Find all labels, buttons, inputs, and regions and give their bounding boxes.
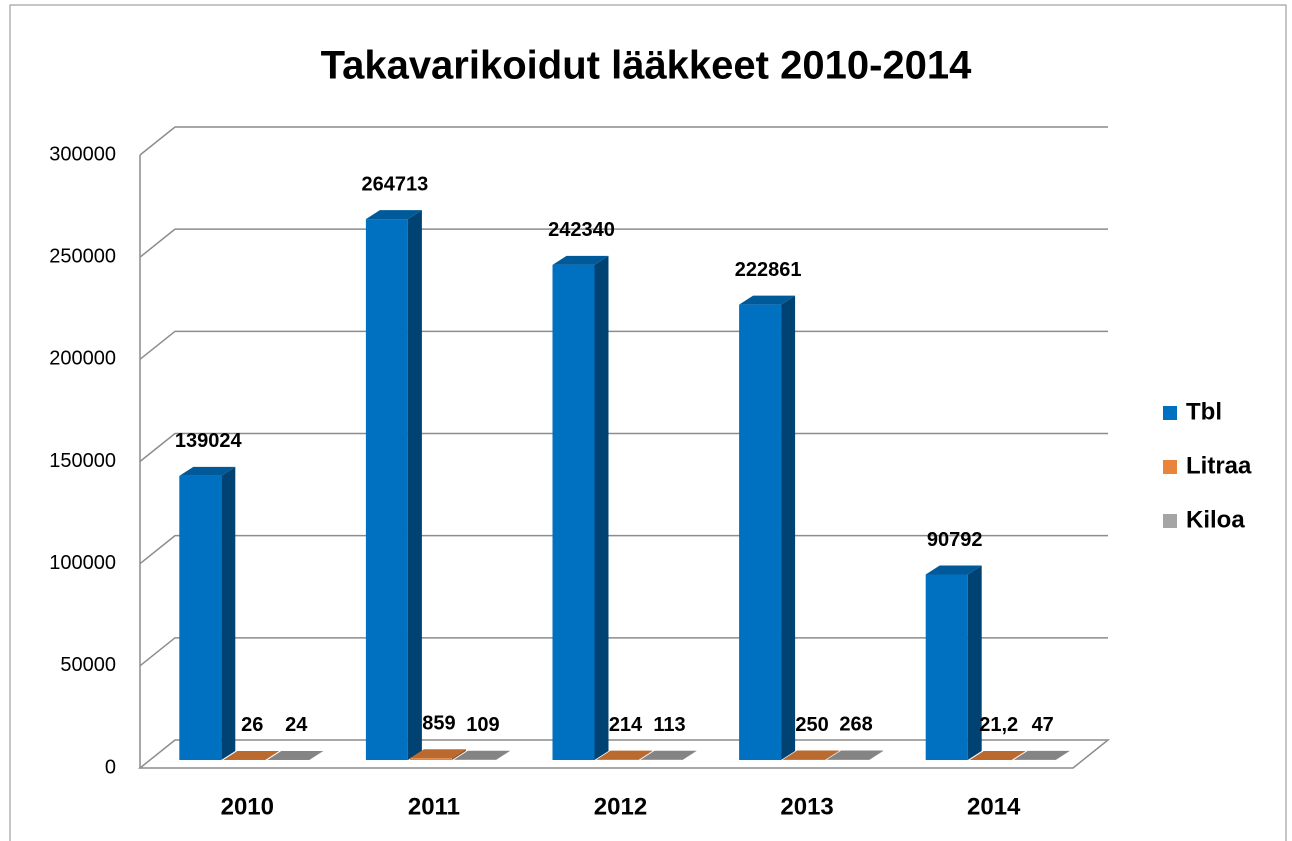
bar xyxy=(783,750,840,760)
bar xyxy=(925,565,982,760)
bar xyxy=(1013,750,1070,760)
bar-top xyxy=(925,565,982,575)
y-tick-label: 150000 xyxy=(49,450,116,472)
bar-side xyxy=(682,750,697,760)
data-label: 250 xyxy=(795,714,828,736)
bar-top xyxy=(179,466,236,476)
bar-top xyxy=(267,750,324,760)
data-label: 264713 xyxy=(362,173,429,195)
bar-front xyxy=(925,574,968,760)
bar xyxy=(640,750,697,760)
data-label: 222861 xyxy=(735,259,802,281)
data-label: 24 xyxy=(285,714,308,736)
y-tick-label: 200000 xyxy=(49,348,116,370)
legend-swatch xyxy=(1163,514,1177,528)
bar-top xyxy=(1013,750,1070,760)
bar-side xyxy=(1055,750,1070,760)
chart-title: Takavarikoidut lääkkeet 2010-2014 xyxy=(321,44,973,88)
bar xyxy=(179,466,236,760)
bar-top xyxy=(827,750,884,760)
bar-side xyxy=(265,750,280,760)
bar xyxy=(552,255,609,760)
data-label: 139024 xyxy=(175,430,243,452)
bar xyxy=(365,210,422,761)
legend-label: Litraa xyxy=(1186,452,1252,479)
legend-swatch xyxy=(1163,460,1177,474)
legend-label: Kiloa xyxy=(1186,506,1245,533)
x-tick-label: 2014 xyxy=(967,793,1021,820)
bar-side xyxy=(451,749,466,760)
data-label: 214 xyxy=(609,714,643,736)
data-label: 109 xyxy=(466,714,499,736)
bar xyxy=(223,750,280,760)
bar-front xyxy=(365,219,408,761)
bar-front xyxy=(409,758,452,760)
bar xyxy=(267,750,324,760)
x-tick-label: 2011 xyxy=(408,793,460,820)
x-tick-label: 2013 xyxy=(780,793,833,820)
grid-line xyxy=(139,432,1108,463)
y-tick-label: 250000 xyxy=(49,245,116,267)
grid-line xyxy=(139,228,1108,258)
bar-top xyxy=(739,295,796,305)
bar-side xyxy=(781,295,796,760)
data-label: 268 xyxy=(839,714,872,736)
data-label: 47 xyxy=(1032,714,1054,736)
bar xyxy=(409,749,466,760)
y-tick-label: 0 xyxy=(105,756,116,778)
bar-front xyxy=(827,759,870,760)
bar xyxy=(596,750,653,760)
bar-top xyxy=(453,750,510,760)
bar-front xyxy=(783,759,826,760)
bar-side xyxy=(221,466,236,760)
bar-top xyxy=(596,750,653,760)
bar-top xyxy=(969,750,1026,760)
bar-front xyxy=(739,304,782,760)
bar-side xyxy=(594,255,609,760)
bar-side xyxy=(309,750,324,760)
bar-side xyxy=(407,210,422,761)
x-tick-label: 2010 xyxy=(221,793,274,820)
grid-line xyxy=(139,637,1108,667)
bar-side xyxy=(495,750,510,760)
bar-front xyxy=(552,264,595,760)
y-tick-label: 300000 xyxy=(49,143,116,165)
data-label: 90792 xyxy=(927,529,983,551)
grid-line xyxy=(139,330,1108,360)
legend-swatch xyxy=(1163,406,1177,420)
bar-top xyxy=(223,750,280,760)
y-tick-label: 100000 xyxy=(49,552,116,574)
bar-top xyxy=(409,749,466,759)
bar-top xyxy=(783,750,840,760)
grid-line xyxy=(139,126,1108,156)
bar-top xyxy=(552,255,609,265)
bar-side xyxy=(825,750,840,760)
data-label: 113 xyxy=(653,714,685,736)
data-label: 242340 xyxy=(548,219,615,241)
bar-top xyxy=(365,210,422,220)
bar-side xyxy=(1011,750,1026,760)
data-label: 21,2 xyxy=(979,714,1018,736)
grid-line xyxy=(139,534,1108,565)
legend-label: Tbl xyxy=(1186,398,1222,425)
data-label: 26 xyxy=(241,714,263,736)
data-label: 859 xyxy=(422,713,455,735)
bar-side xyxy=(869,750,884,760)
bar xyxy=(739,295,796,760)
x-tick-label: 2012 xyxy=(594,793,647,820)
bar xyxy=(827,750,884,760)
bar-front xyxy=(179,475,222,760)
bar-top xyxy=(640,750,697,760)
bar-side xyxy=(967,565,982,760)
bar xyxy=(453,750,510,760)
y-tick-label: 50000 xyxy=(60,654,116,676)
bar xyxy=(969,750,1026,760)
bar-side xyxy=(638,750,653,760)
